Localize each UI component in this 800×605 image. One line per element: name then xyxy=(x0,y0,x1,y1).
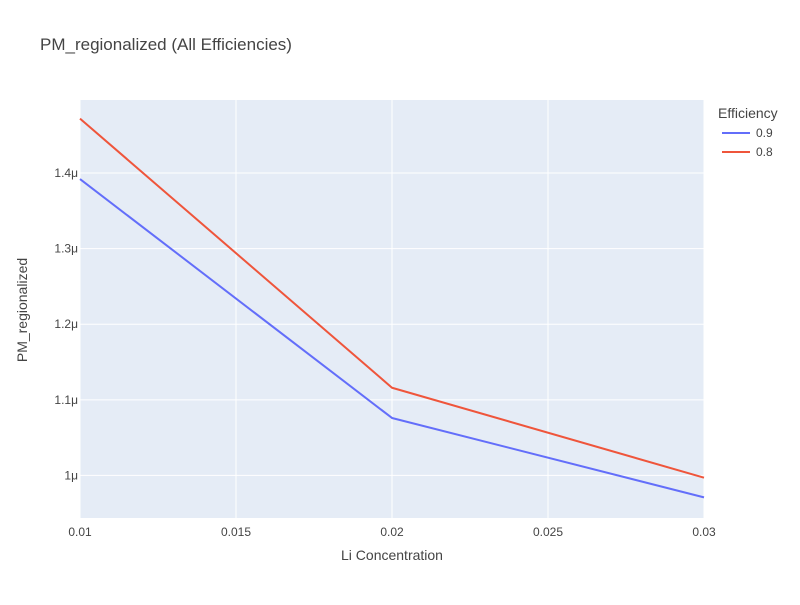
legend[interactable]: Efficiency 0.90.8 xyxy=(718,105,778,159)
y-tick-labels: 1μ 1.1μ 1.2μ 1.3μ 1.4μ xyxy=(54,166,78,482)
x-tick-label: 0.01 xyxy=(68,525,92,539)
y-tick-label: 1μ xyxy=(64,468,78,482)
y-axis-title: PM_regionalized xyxy=(14,258,30,362)
legend-label-0.8[interactable]: 0.8 xyxy=(756,145,773,159)
grid-lines xyxy=(79,100,705,518)
x-axis-title: Li Concentration xyxy=(341,547,443,563)
y-tick-label: 1.3μ xyxy=(54,242,78,256)
y-tick-label: 1.4μ xyxy=(54,166,78,180)
y-tick-label: 1.1μ xyxy=(54,393,78,407)
series-lines xyxy=(79,117,705,499)
x-tick-label: 0.025 xyxy=(533,525,563,539)
y-tick-label: 1.2μ xyxy=(54,317,78,331)
legend-title: Efficiency xyxy=(718,105,778,121)
series-line-0.8[interactable] xyxy=(79,117,705,479)
legend-label-0.9[interactable]: 0.9 xyxy=(756,126,773,140)
x-tick-label: 0.015 xyxy=(221,525,251,539)
legend-items: 0.90.8 xyxy=(722,126,773,159)
series-line-0.9[interactable] xyxy=(79,178,705,499)
x-tick-label: 0.03 xyxy=(692,525,716,539)
x-tick-labels: 0.01 0.015 0.02 0.025 0.03 xyxy=(68,525,716,539)
chart-title: PM_regionalized (All Efficiencies) xyxy=(40,35,292,54)
x-tick-label: 0.02 xyxy=(380,525,404,539)
